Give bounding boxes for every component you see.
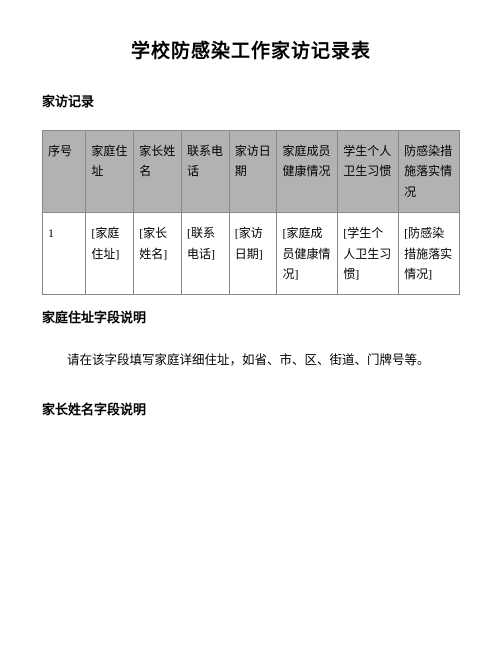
td-address: [家庭住址] bbox=[86, 213, 134, 295]
td-visit-date: [家访日期] bbox=[229, 213, 277, 295]
th-health: 家庭成员健康情况 bbox=[277, 131, 338, 213]
th-seq: 序号 bbox=[43, 131, 86, 213]
th-visit-date: 家访日期 bbox=[229, 131, 277, 213]
records-table: 序号 家庭住址 家长姓名 联系电话 家访日期 家庭成员健康情况 学生个人卫生习惯… bbox=[42, 130, 460, 295]
td-health: [家庭成员健康情况] bbox=[277, 213, 338, 295]
field-header-address: 家庭住址字段说明 bbox=[42, 307, 460, 326]
th-hygiene: 学生个人卫生习惯 bbox=[338, 131, 399, 213]
th-address: 家庭住址 bbox=[86, 131, 134, 213]
field-header-parent-name: 家长姓名字段说明 bbox=[42, 399, 460, 418]
table-row: 1 [家庭住址] [家长姓名] [联系电话] [家访日期] [家庭成员健康情况]… bbox=[43, 213, 460, 295]
td-phone: [联系电话] bbox=[181, 213, 229, 295]
td-seq: 1 bbox=[43, 213, 86, 295]
th-phone: 联系电话 bbox=[181, 131, 229, 213]
th-measures: 防感染措施落实情况 bbox=[399, 131, 460, 213]
field-desc-address: 请在该字段填写家庭详细住址，如省、市、区、街道、门牌号等。 bbox=[42, 348, 460, 373]
document-title: 学校防感染工作家访记录表 bbox=[42, 36, 460, 63]
section-header-records: 家访记录 bbox=[42, 91, 460, 110]
table-header-row: 序号 家庭住址 家长姓名 联系电话 家访日期 家庭成员健康情况 学生个人卫生习惯… bbox=[43, 131, 460, 213]
td-parent-name: [家长姓名] bbox=[134, 213, 182, 295]
td-measures: [防感染措施落实情况] bbox=[399, 213, 460, 295]
th-parent-name: 家长姓名 bbox=[134, 131, 182, 213]
td-hygiene: [学生个人卫生习惯] bbox=[338, 213, 399, 295]
